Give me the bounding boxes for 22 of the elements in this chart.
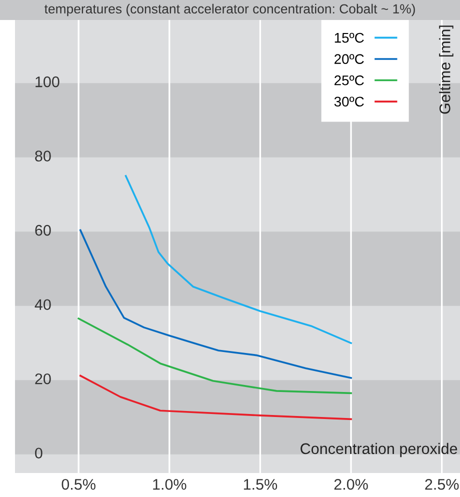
x-tick-label: 1.5% [244,479,278,490]
y-tick-label: 80 [35,150,51,162]
x-tick-label: 2.0% [334,478,368,490]
y-tick-label: 0 [35,448,42,459]
chart-subtitle: temperatures (constant accelerator concentration: Cobalt ~ 1%) [44,4,415,16]
x-tick-label: 2.5% [425,478,459,490]
y-tick-label: 100 [36,76,60,88]
x-tick-label: 0.5% [62,478,96,490]
legend-label: 30ºC [334,96,364,107]
x-axis-title: Concentration peroxide [300,442,458,458]
y-tick-label: 20 [35,373,51,384]
legend-label: 25ºC [334,75,364,86]
legend-label: 20ºC [334,54,364,64]
y-tick-label: 40 [34,299,51,310]
line-series [79,374,352,420]
y-axis-title: Geltime [min] [439,26,454,114]
x-tick-label: 1.0% [153,478,186,490]
legend-label: 15ºC [334,32,364,43]
line-series [124,175,352,344]
line-series [79,229,352,379]
line-series [78,318,352,394]
y-tick-label: 60 [35,224,51,236]
